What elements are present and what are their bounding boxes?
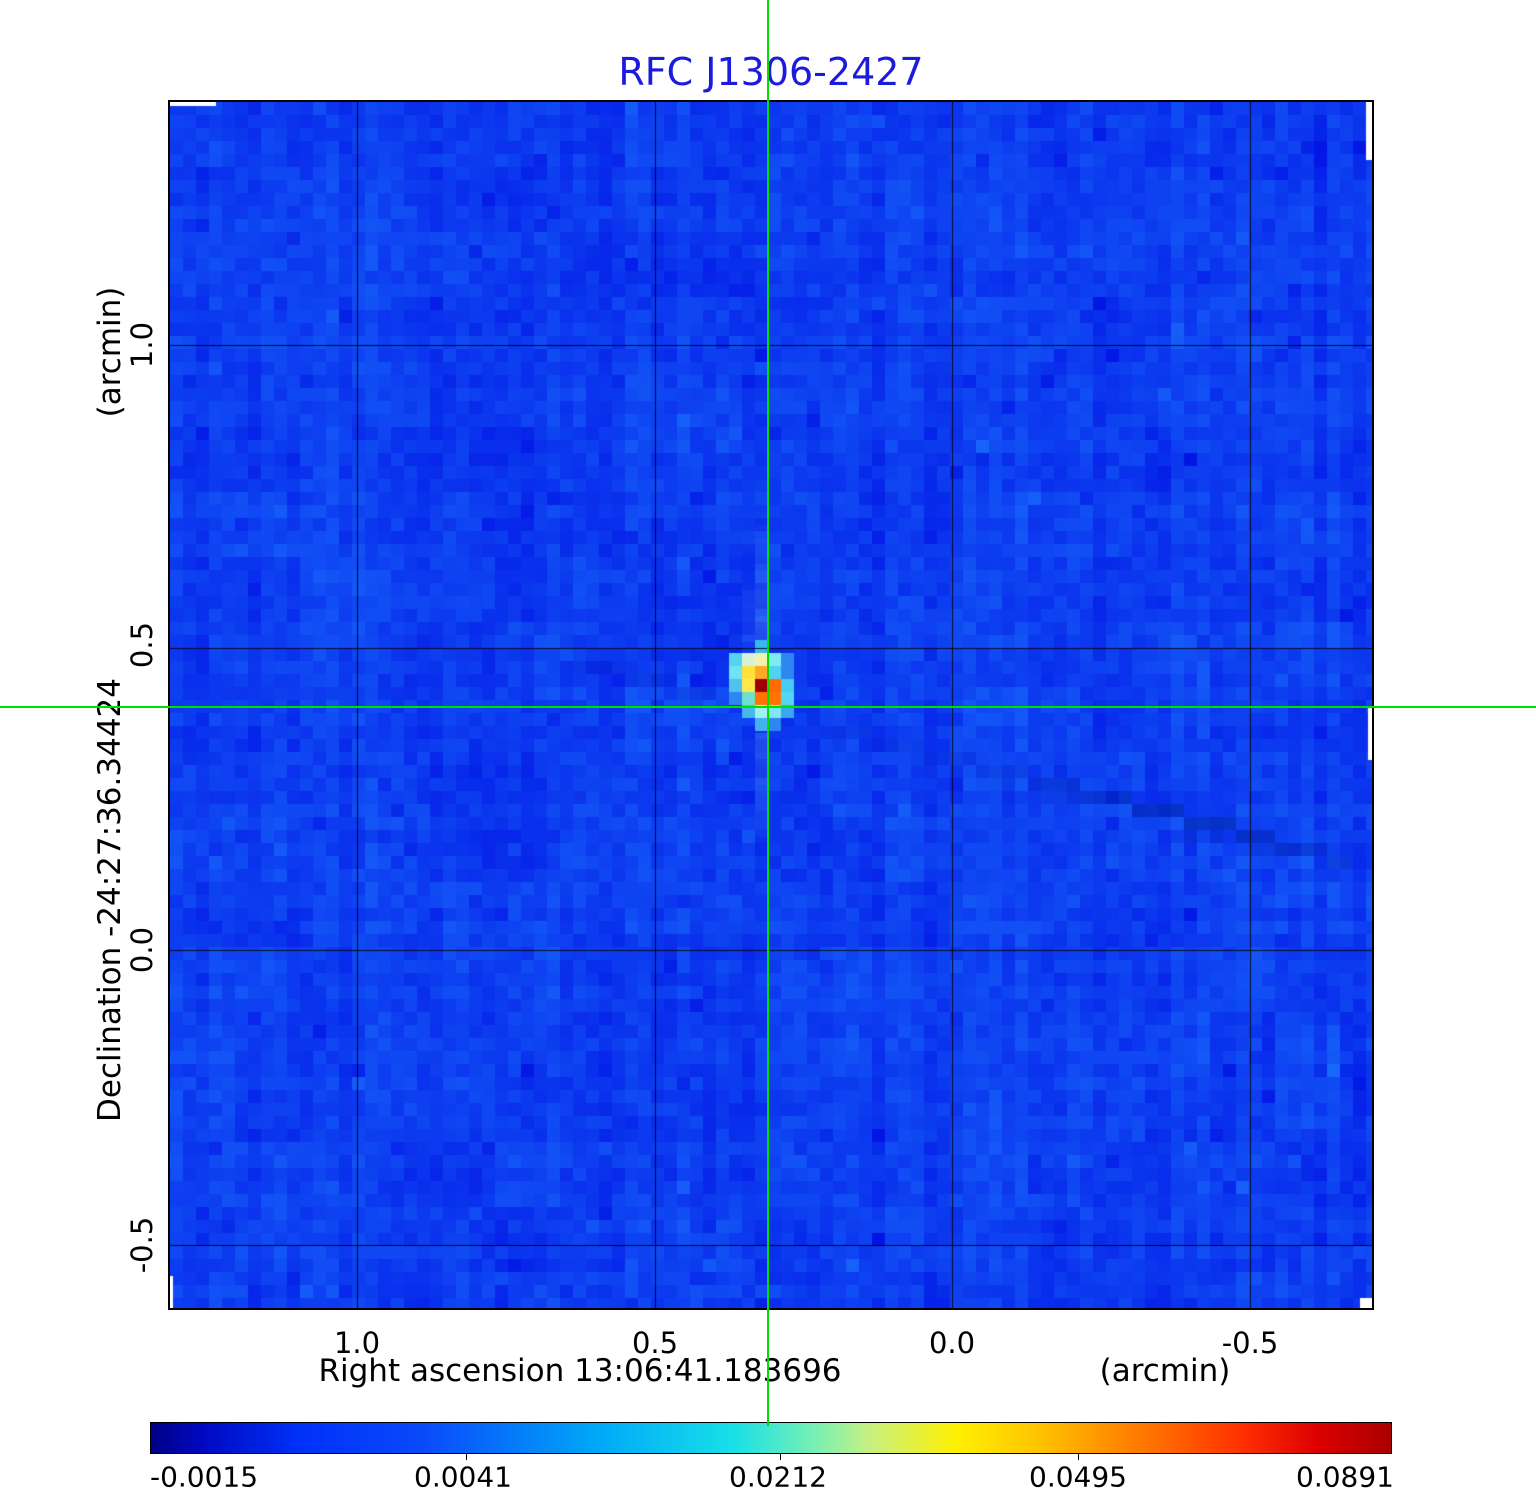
- x-tick-label: 1.0: [333, 1326, 381, 1360]
- crosshair-horizontal-line: [0, 706, 1536, 708]
- y-tick-label: 1.0: [125, 321, 159, 369]
- colorbar: [150, 1422, 1392, 1454]
- colorbar-label: 0.0041: [414, 1460, 512, 1494]
- colorbar-label: -0.0015: [149, 1460, 259, 1494]
- x-tick-label: -0.5: [1221, 1326, 1279, 1360]
- colorbar-label: 0.0495: [1029, 1460, 1127, 1494]
- crosshair-vertical-line: [767, 0, 769, 1426]
- plot-title: RFC J1306-2427: [618, 50, 924, 94]
- colorbar-label: 0.0212: [729, 1460, 827, 1494]
- y-tick-label: 0.0: [125, 926, 159, 974]
- colorbar-tick: [466, 1453, 467, 1460]
- x-tick-label: 0.5: [631, 1326, 679, 1360]
- x-tick-label: 0.0: [928, 1326, 976, 1360]
- y-tick-label: -0.5: [125, 1216, 159, 1274]
- y-axis-unit-label: (arcmin): [92, 286, 128, 418]
- colorbar-label: 0.0891: [1296, 1460, 1394, 1494]
- radio-map-image: [170, 102, 1372, 1308]
- y-tick-label: 0.5: [125, 621, 159, 669]
- colorbar-tick: [1078, 1453, 1079, 1460]
- x-axis-title: Right ascension 13:06:41.183696: [318, 1353, 842, 1389]
- y-axis-title: Declination -24:27:36.34424: [92, 678, 128, 1122]
- x-axis-unit-label: (arcmin): [1099, 1353, 1231, 1389]
- colorbar-tick: [780, 1453, 781, 1460]
